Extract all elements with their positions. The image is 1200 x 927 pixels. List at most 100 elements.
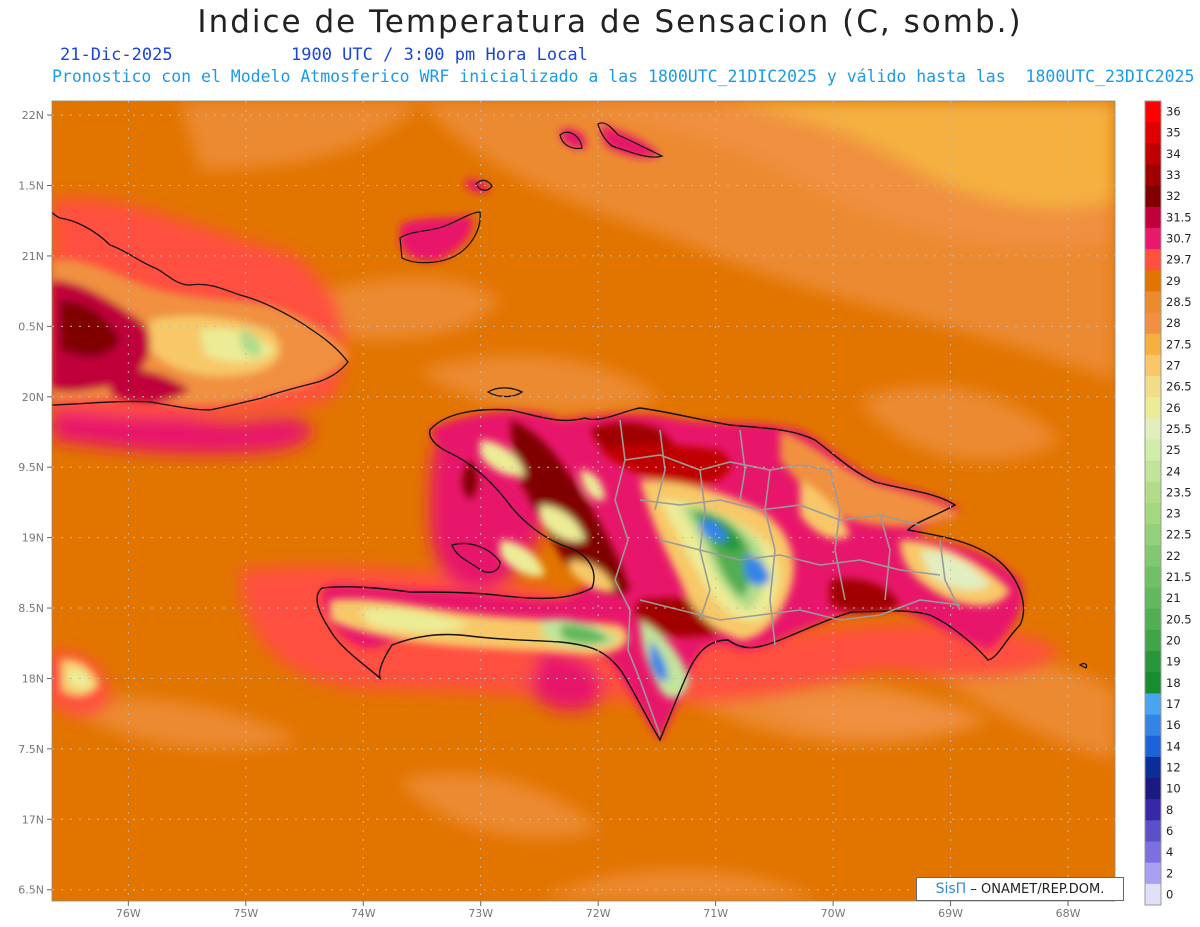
color-scale-swatch: [1145, 143, 1161, 165]
lat-label: 18N: [22, 672, 44, 685]
color-scale-label: 12: [1166, 760, 1181, 774]
color-scale-label: 10: [1166, 782, 1181, 796]
forecast-description: Pronostico con el Modelo Atmosferico WRF…: [52, 67, 1195, 86]
color-scale-label: 21.5: [1166, 570, 1192, 584]
color-scale-swatch: [1145, 291, 1161, 314]
forecast-time: 1900 UTC / 3:00 pm Hora Local: [291, 45, 588, 65]
coastline-hispaniola: [316, 407, 1025, 742]
lon-label: 74W: [351, 907, 376, 920]
color-scale: 363534333231.530.729.72928.52827.52726.5…: [1144, 100, 1192, 906]
coastline-islands: [52, 122, 1088, 686]
coastline-gonave: [451, 542, 501, 573]
color-scale-swatch: [1145, 799, 1161, 821]
color-scale-swatch: [1145, 312, 1161, 335]
color-scale-swatch: [1145, 841, 1161, 864]
color-scale-swatch: [1145, 206, 1161, 229]
color-scale-label: 20.5: [1166, 612, 1192, 626]
lon-label: 69W: [938, 907, 963, 920]
lat-label: 7.5N: [18, 743, 44, 756]
color-scale-swatch: [1145, 354, 1161, 377]
map-frame: [51, 100, 1116, 902]
color-scale-label: 17: [1166, 697, 1181, 711]
longitude-labels: 76W 75W 74W 73W 72W 71W 70W 69W 68W: [116, 907, 1081, 920]
lon-label: 68W: [1056, 907, 1081, 920]
color-scale-swatch: [1145, 629, 1161, 652]
color-scale-swatch: [1145, 778, 1161, 800]
color-scale-label: 22: [1166, 549, 1181, 563]
color-scale-swatch: [1145, 693, 1161, 716]
color-scale-swatch: [1145, 460, 1161, 483]
color-scale-swatch: [1145, 376, 1161, 398]
color-scale-swatch: [1145, 566, 1161, 589]
province-boundaries: [614, 419, 961, 736]
color-scale-label: 0: [1166, 887, 1173, 901]
color-scale-label: 24: [1166, 464, 1181, 478]
lat-label: 1.5N: [18, 180, 44, 193]
color-scale-swatch: [1145, 439, 1161, 462]
color-scale-swatch: [1145, 227, 1161, 250]
color-scale-swatch: [1145, 883, 1161, 906]
color-scale-label: 23.5: [1166, 485, 1192, 499]
color-scale-label: 14: [1166, 739, 1181, 753]
color-scale-label: 19: [1166, 655, 1181, 669]
color-scale-swatch: [1145, 503, 1161, 525]
color-scale-swatch: [1145, 122, 1161, 144]
lat-label: 8.5N: [18, 602, 44, 615]
color-scale-swatch: [1145, 820, 1161, 843]
lon-label: 71W: [703, 907, 728, 920]
color-scale-label: 34: [1166, 147, 1181, 161]
credit-box: SisΠ – ONAMET/REP.DOM.: [916, 877, 1124, 901]
lat-label: 0.5N: [18, 320, 44, 333]
color-scale-label: 36: [1166, 105, 1181, 119]
color-scale-swatch: [1145, 270, 1161, 292]
color-scale-swatch: [1145, 481, 1161, 504]
color-scale-swatch: [1145, 608, 1161, 631]
color-scale-label: 35: [1166, 126, 1181, 140]
lat-label: 20N: [22, 391, 44, 404]
color-scale-swatch: [1145, 651, 1161, 673]
lat-label: 17N: [22, 813, 44, 826]
lat-label: 21N: [22, 250, 44, 263]
color-scale-label: 22.5: [1166, 528, 1192, 542]
coastline-cuba: [52, 211, 349, 411]
color-scale-label: 29: [1166, 274, 1181, 288]
color-scale-swatch: [1145, 333, 1161, 356]
color-scale-label: 27.5: [1166, 337, 1192, 351]
color-scale-swatch: [1145, 185, 1161, 208]
color-scale-swatch: [1145, 545, 1161, 567]
sispi-logo: SisΠ: [935, 881, 967, 897]
color-scale-swatch: [1145, 862, 1161, 885]
map-title: Indice de Temperatura de Sensacion (C, s…: [197, 4, 1023, 40]
color-scale-label: 25.5: [1166, 422, 1192, 436]
color-scale-label: 27: [1166, 358, 1181, 372]
lat-label: 6.5N: [18, 884, 44, 897]
lat-label: 22N: [22, 109, 44, 122]
lon-label: 73W: [468, 907, 493, 920]
credit-text: – ONAMET/REP.DOM.: [970, 882, 1105, 897]
color-scale-label: 23: [1166, 507, 1181, 521]
color-scale-label: 28.5: [1166, 295, 1192, 309]
color-scale-swatch: [1145, 672, 1161, 694]
coastline-tortuga: [486, 387, 524, 398]
color-scale-label: 18: [1166, 676, 1181, 690]
color-scale-label: 31.5: [1166, 210, 1192, 224]
color-scale-label: 33: [1166, 168, 1181, 182]
lon-label: 72W: [586, 907, 611, 920]
color-scale-swatch: [1145, 587, 1161, 610]
lat-label: 19N: [22, 532, 44, 545]
color-scale-swatch: [1145, 735, 1161, 758]
color-scale-swatch: [1145, 397, 1161, 419]
forecast-date: 21-Dic-2025: [60, 45, 173, 65]
color-scale-label: 2: [1166, 866, 1173, 880]
color-scale-swatch: [1145, 249, 1161, 271]
color-scale-label: 4: [1166, 845, 1173, 859]
latitude-labels: 22N 1.5N 21N 0.5N 20N 9.5N 19N 8.5N 18N 7.5N 17N 6.…: [18, 109, 44, 897]
lon-label: 76W: [116, 907, 141, 920]
color-scale-label: 6: [1166, 824, 1173, 838]
color-scale-swatch: [1145, 418, 1161, 441]
color-scale-label: 26.5: [1166, 380, 1192, 394]
color-scale-label: 25: [1166, 443, 1181, 457]
color-scale-label: 21: [1166, 591, 1181, 605]
color-scale-swatch: [1145, 524, 1161, 546]
